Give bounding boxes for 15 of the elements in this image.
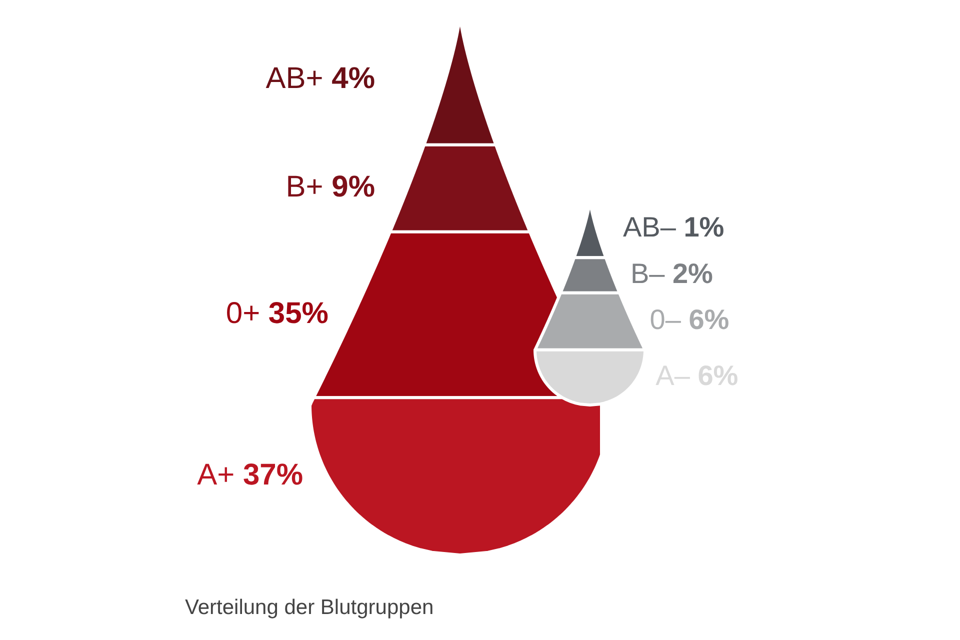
- data-label: 9%: [332, 170, 375, 204]
- category-label: 0–: [650, 304, 689, 336]
- category-label: 0+: [226, 297, 268, 330]
- category-label: AB–: [623, 212, 684, 243]
- data-label: 37%: [242, 458, 304, 492]
- category-label: A+: [197, 458, 244, 492]
- category-label: B–: [630, 258, 672, 290]
- data-label: 4%: [332, 62, 375, 96]
- data-label: 35%: [268, 297, 328, 330]
- text: Verteilung der Blutgruppen: [185, 596, 434, 620]
- category-label: B+: [286, 170, 332, 204]
- data-label: 6%: [688, 304, 730, 336]
- data-label: 2%: [672, 258, 714, 290]
- data-label: 1%: [684, 212, 724, 243]
- category-label: AB+: [266, 62, 332, 96]
